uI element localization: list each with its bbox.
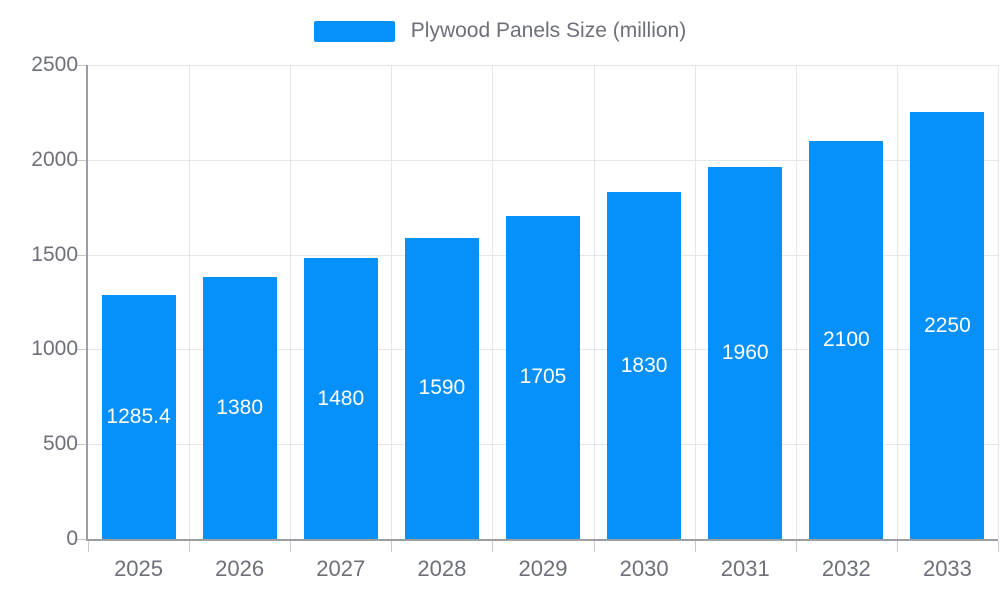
x-axis-label: 2028 xyxy=(417,556,467,581)
h-gridline xyxy=(88,159,998,161)
bar[interactable]: 1285.4 xyxy=(101,295,176,539)
x-axis-label: 2031 xyxy=(720,556,770,581)
x-axis-label: 2026 xyxy=(215,556,265,581)
x-axis-tick xyxy=(189,541,191,552)
v-gridline xyxy=(998,65,999,539)
x-axis-label: 2033 xyxy=(922,556,972,581)
x-axis-label: 2027 xyxy=(316,556,366,581)
y-axis-tick xyxy=(76,444,86,446)
x-axis-tick xyxy=(391,541,393,552)
x-axis-tick xyxy=(694,541,696,552)
plot-area: 1285.4 1380 1480 1590 1705 1830 1960 2100 2250 xyxy=(76,65,999,552)
bar[interactable]: 1705 xyxy=(506,215,580,539)
bar[interactable]: 1960 xyxy=(708,167,783,539)
y-axis-label: 2500 xyxy=(31,53,78,76)
x-axis-labels: 2025 2026 2027 2028 2029 2030 2031 2032 2033 xyxy=(88,556,998,588)
y-axis-tick xyxy=(76,254,86,256)
x-axis-label: 2025 xyxy=(114,556,164,581)
v-gridline xyxy=(391,65,393,539)
y-axis-label: 2000 xyxy=(31,147,78,171)
x-axis-tick xyxy=(896,541,898,552)
v-gridline xyxy=(694,65,696,539)
x-axis-tick xyxy=(492,541,494,552)
v-gridline xyxy=(593,65,595,539)
bar-value-label: 1480 xyxy=(317,386,365,410)
bar[interactable]: 1590 xyxy=(404,237,479,539)
v-gridline xyxy=(896,65,898,539)
bar[interactable]: 1480 xyxy=(303,258,378,539)
bar-value-label: 1285.4 xyxy=(106,405,171,429)
bar[interactable]: 1380 xyxy=(202,277,277,539)
x-axis-tick xyxy=(593,541,595,552)
y-axis-tick xyxy=(76,65,86,66)
bar[interactable]: 1830 xyxy=(607,192,682,539)
x-axis-tick xyxy=(88,541,89,552)
bar[interactable]: 2100 xyxy=(809,140,884,539)
bar-value-label: 2100 xyxy=(822,327,870,351)
v-gridline xyxy=(290,65,292,539)
y-axis-label: 500 xyxy=(42,432,78,456)
v-gridline xyxy=(189,65,191,539)
legend-item[interactable]: Plywood Panels Size (million) xyxy=(0,19,1000,43)
y-axis-tick xyxy=(76,539,86,540)
y-axis-tick xyxy=(76,349,86,351)
bar-value-label: 1380 xyxy=(216,396,264,420)
y-axis-label: 0 xyxy=(66,527,78,550)
bar-value-label: 1705 xyxy=(519,365,567,389)
x-axis-label: 2030 xyxy=(619,556,669,581)
x-axis-tick xyxy=(998,541,999,552)
bar-value-label: 2250 xyxy=(924,313,971,337)
bar[interactable]: 2250 xyxy=(910,112,985,539)
y-axis-label: 1000 xyxy=(31,337,78,361)
x-axis-label: 2029 xyxy=(518,556,568,581)
bar-value-label: 1590 xyxy=(418,376,466,400)
legend-label: Plywood Panels Size (million) xyxy=(410,19,687,42)
v-gridline xyxy=(492,65,494,539)
y-axis-tick xyxy=(76,159,86,161)
legend-swatch-icon xyxy=(313,20,395,42)
y-axis-label: 1500 xyxy=(31,242,78,266)
v-gridline xyxy=(795,65,797,539)
bar-value-label: 1960 xyxy=(721,341,769,365)
bar-value-label: 1830 xyxy=(620,353,668,377)
x-axis-label: 2032 xyxy=(821,556,871,581)
h-gridline xyxy=(88,65,998,66)
x-axis-tick xyxy=(795,541,797,552)
x-axis-tick xyxy=(290,541,292,552)
